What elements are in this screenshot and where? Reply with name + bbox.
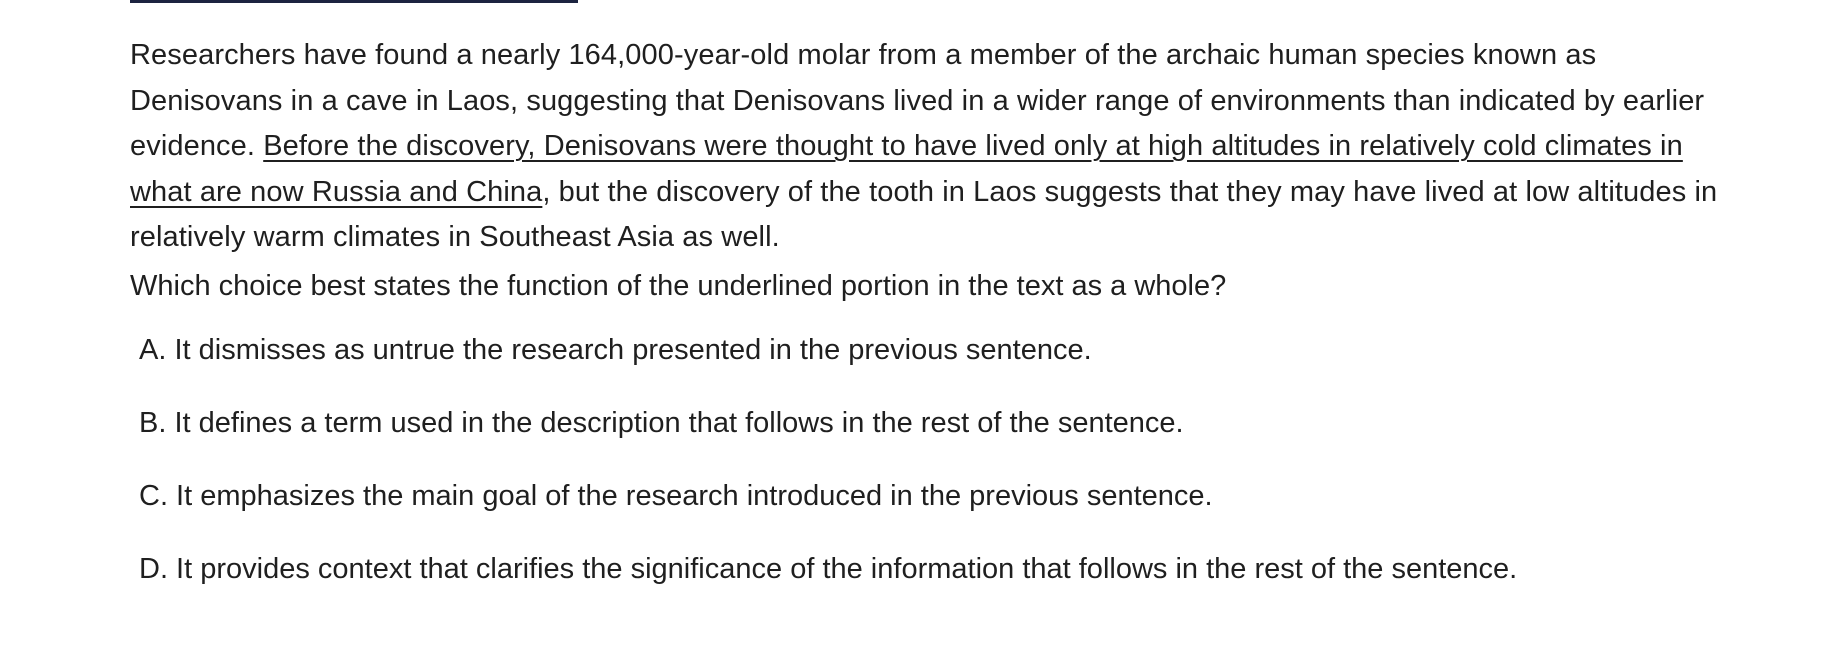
answer-choices: A. It dismisses as untrue the research p… xyxy=(139,330,1517,622)
choice-a[interactable]: A. It dismisses as untrue the research p… xyxy=(139,334,1092,366)
underlined-portion: Before the discovery, Denisovans were th… xyxy=(130,130,1683,208)
passage-continuation: , but the discovery of the tooth in Laos… xyxy=(130,175,1718,254)
choice-d[interactable]: D. It provides context that clarifies th… xyxy=(139,553,1518,585)
passage-intro: Researchers have found a nearly 164,000-… xyxy=(130,39,1705,162)
choice-b[interactable]: B. It defines a term used in the descrip… xyxy=(139,407,1184,439)
question-prompt: Which choice best states the function of… xyxy=(130,270,1227,302)
choice-c[interactable]: C. It emphasizes the main goal of the re… xyxy=(139,480,1213,512)
top-divider xyxy=(130,0,578,3)
passage-text: Researchers have found a nearly 164,000-… xyxy=(130,33,1730,261)
